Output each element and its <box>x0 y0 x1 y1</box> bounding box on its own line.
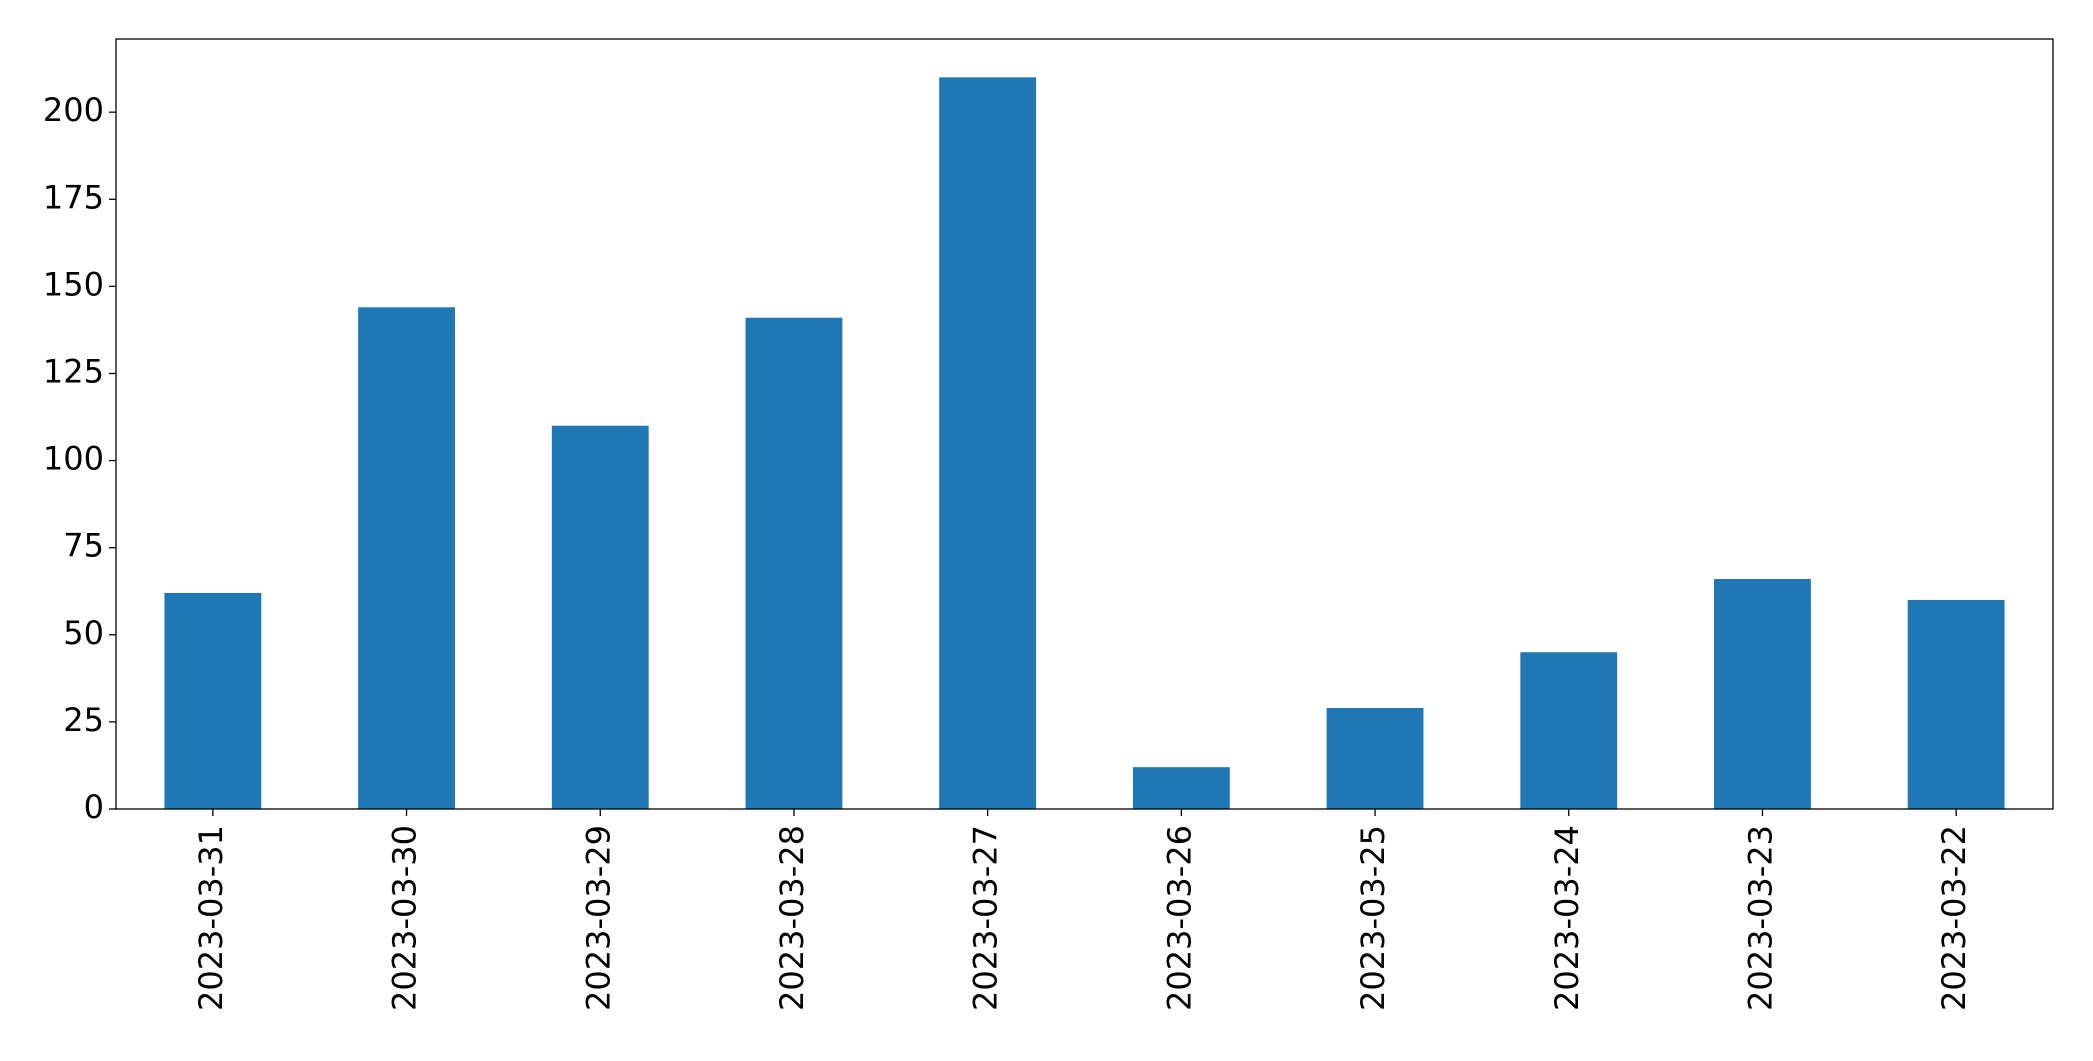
bar <box>1132 767 1230 809</box>
x-tick-label: 2023-03-22 <box>1935 825 1973 1011</box>
plot-frame <box>115 38 2054 810</box>
y-tick-label: 175 <box>43 178 104 216</box>
x-tick-label: 2023-03-31 <box>192 825 230 1011</box>
bar <box>1520 652 1618 809</box>
y-tick-label: 0 <box>84 788 104 826</box>
bar <box>1907 599 2005 809</box>
bar <box>358 307 455 809</box>
y-tick-label: 50 <box>63 614 104 652</box>
x-tick-label: 2023-03-25 <box>1354 825 1392 1011</box>
bar <box>745 317 843 809</box>
bar <box>1714 579 1811 809</box>
y-tick-label: 150 <box>43 265 104 303</box>
y-tick-label: 125 <box>43 352 104 390</box>
y-tick-label: 100 <box>43 440 104 478</box>
bar <box>551 425 649 809</box>
x-tick-label: 2023-03-26 <box>1160 825 1198 1011</box>
y-tick-label: 25 <box>63 701 104 739</box>
x-tick-label: 2023-03-23 <box>1741 825 1779 1011</box>
x-tick-label: 2023-03-29 <box>579 825 617 1011</box>
x-tick-label: 2023-03-30 <box>386 825 424 1011</box>
bar <box>939 77 1037 809</box>
x-tick-label: 2023-03-27 <box>967 825 1005 1011</box>
x-tick-label: 2023-03-24 <box>1548 825 1586 1011</box>
bar <box>164 592 262 809</box>
y-tick-label: 200 <box>43 91 104 129</box>
bar <box>1326 707 1424 809</box>
y-tick-label: 75 <box>63 527 104 565</box>
x-tick-label: 2023-03-28 <box>773 825 811 1011</box>
